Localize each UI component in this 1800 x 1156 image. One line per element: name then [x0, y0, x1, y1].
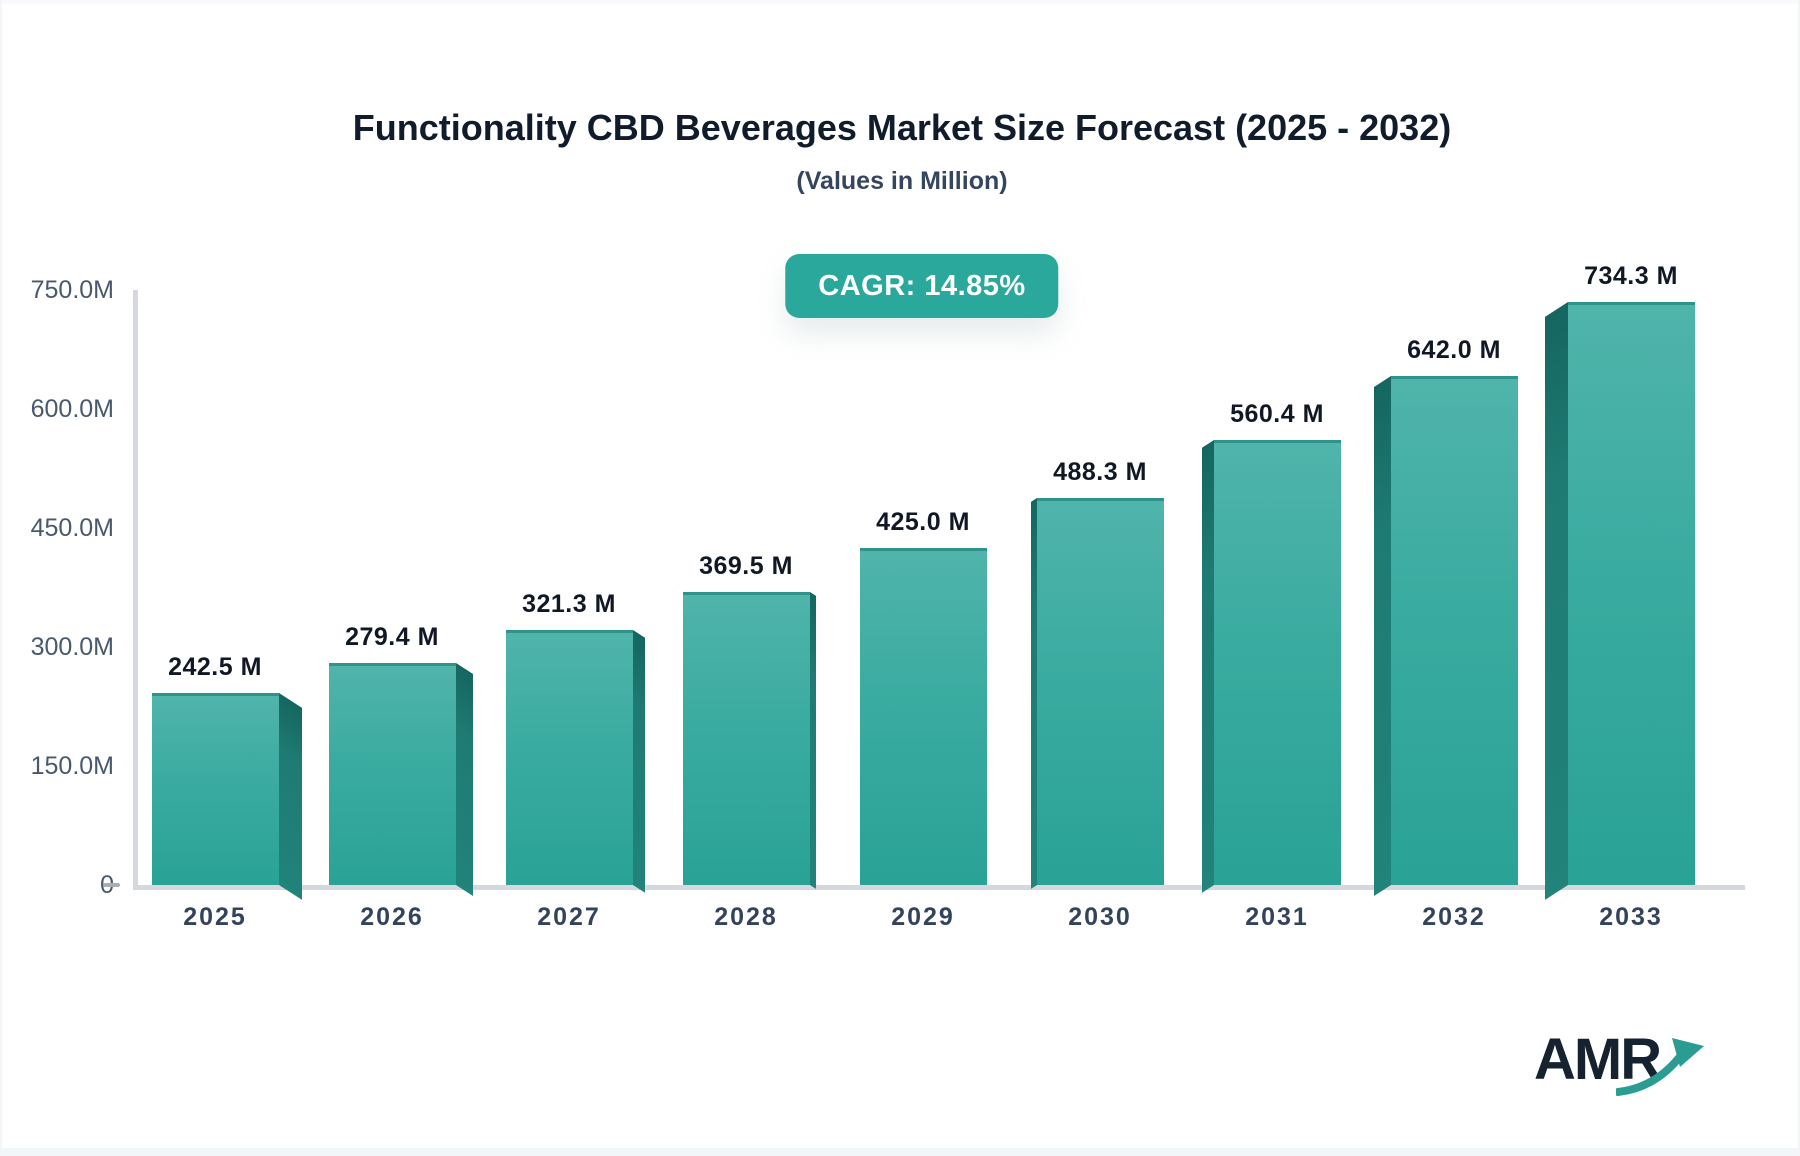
bar-face-2026	[328, 663, 456, 885]
bar-side-face-2028	[809, 591, 816, 889]
bar-2031: 560.4 M	[1201, 400, 1341, 893]
bar-face-2029	[859, 547, 987, 885]
x-tick-label-2026: 2026	[360, 903, 424, 931]
bar-face-2028	[682, 591, 810, 885]
bar-face-2032	[1390, 375, 1518, 885]
bar-value-label-2029: 425.0 M	[876, 507, 970, 536]
bar-face-2031	[1213, 440, 1341, 885]
y-tick-label-750.0M: 750.0M	[30, 276, 114, 304]
x-tick-label-2031: 2031	[1245, 903, 1309, 931]
cagr-badge: CAGR: 14.85%	[785, 254, 1059, 318]
x-tick-label-2028: 2028	[714, 903, 778, 931]
y-tick-label-300.0M: 300.0M	[30, 633, 114, 661]
zero-tick-mark	[103, 883, 120, 887]
bar-value-label-2028: 369.5 M	[699, 551, 793, 580]
bar-2032: 642.0 M	[1373, 336, 1518, 897]
x-tick-label-2027: 2027	[537, 903, 601, 931]
y-tick-label-0: 0	[2, 872, 114, 898]
bar-value-label-2030: 488.3 M	[1053, 457, 1147, 486]
bar-side-face-2031	[1201, 440, 1214, 893]
top-edge-strip	[2, 0, 1798, 4]
bar-value-label-2025: 242.5 M	[168, 652, 262, 681]
y-axis-line	[133, 290, 138, 887]
bar-side-face-2025	[278, 692, 302, 900]
y-tick-label-450.0M: 450.0M	[30, 514, 114, 542]
bar-side-face-2027	[632, 630, 645, 893]
brand-logo: AMR	[1534, 1030, 1724, 1110]
brand-logo-text: AMR	[1534, 1027, 1662, 1092]
bar-face-2027	[505, 630, 633, 885]
bar-2028: 369.5 M	[682, 552, 816, 889]
bar-2033: 734.3 M	[1544, 262, 1695, 900]
bar-side-face-2033	[1544, 302, 1568, 900]
bottom-edge-strip	[2, 1148, 1798, 1156]
bar-2025: 242.5 M	[151, 653, 302, 900]
x-tick-label-2029: 2029	[891, 903, 955, 931]
bar-face-2030	[1036, 497, 1164, 885]
bar-2030: 488.3 M	[1030, 458, 1164, 889]
bar-2026: 279.4 M	[328, 623, 473, 897]
bar-value-label-2033: 734.3 M	[1584, 262, 1678, 291]
bar-2029: 425.0 M	[859, 508, 987, 885]
bar-side-face-2026	[455, 663, 473, 897]
bar-face-2033	[1567, 302, 1695, 885]
growth-arrow-icon	[1616, 1038, 1704, 1096]
bar-side-face-2032	[1373, 375, 1391, 897]
x-tick-label-2025: 2025	[183, 903, 247, 931]
x-tick-label-2033: 2033	[1599, 903, 1663, 931]
y-axis: 750.0M 600.0M 450.0M 300.0M 150.0M 0	[2, 277, 114, 898]
bar-value-label-2032: 642.0 M	[1407, 335, 1501, 364]
bar-2027: 321.3 M	[505, 590, 645, 893]
bar-value-label-2026: 279.4 M	[345, 623, 439, 652]
bar-value-label-2031: 560.4 M	[1230, 400, 1324, 429]
bar-face-2025	[151, 692, 279, 885]
plot-area: 242.5 M 2025 279.4 M 2026 321.3 M 2027 369.5 M…	[135, 262, 1745, 931]
y-tick-label-150.0M: 150.0M	[30, 752, 114, 780]
x-axis-line	[133, 885, 1745, 890]
chart-title: Functionality CBD Beverages Market Size …	[352, 107, 1452, 148]
x-tick-label-2032: 2032	[1422, 903, 1486, 931]
chart-subtitle: (Values in Million)	[796, 167, 1008, 195]
bar-value-label-2027: 321.3 M	[522, 590, 616, 619]
x-tick-label-2030: 2030	[1068, 903, 1132, 931]
y-tick-label-600.0M: 600.0M	[30, 395, 114, 423]
